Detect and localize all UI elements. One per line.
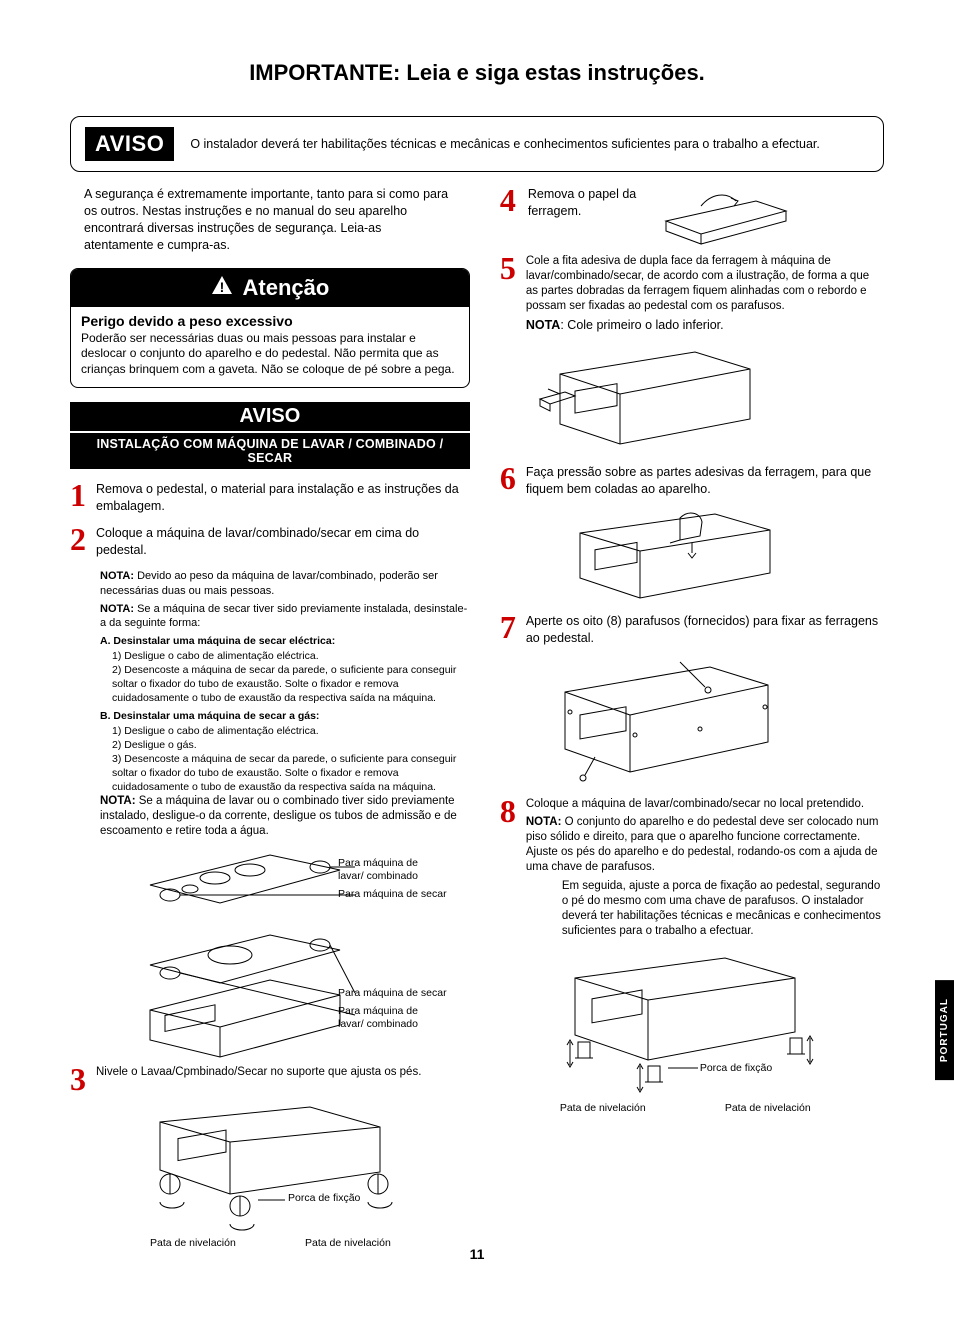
step-6: 6 Faça pressão sobre as partes adesivas …: [500, 464, 884, 500]
step-3-text: Nivele o Lavaa/Cpmbinado/Secar no suport…: [96, 1065, 470, 1080]
step-2-illustration: Para máquina de lavar/ combinado Para má…: [100, 845, 470, 1065]
step-2-sublist-b: B. Desinstalar uma máquina de secar a gá…: [100, 709, 470, 794]
step-number: 1: [70, 481, 90, 517]
step-number: 7: [500, 613, 520, 649]
step-number: 8: [500, 797, 520, 941]
install-bar-1: AVISO: [70, 402, 470, 431]
diagram-label: Porca de fixção: [700, 1062, 772, 1075]
diagram-label: Para máquina de lavar/ combinado: [338, 1005, 433, 1030]
diagram-label: Para máquina de secar: [338, 888, 447, 901]
sublist-item: 1) Desligue o cabo de alimentação eléctr…: [112, 724, 470, 738]
step-number: 4: [500, 186, 520, 215]
atencao-box: ! Atenção Perigo devido a peso excessivo…: [70, 268, 470, 389]
atencao-header: ! Atenção: [71, 269, 469, 307]
diagram-label: Para máquina de lavar/ combinado: [338, 857, 433, 882]
step-number: 6: [500, 464, 520, 500]
step-6-text: Faça pressão sobre as partes adesivas da…: [526, 464, 884, 497]
aviso-text: O instalador deverá ter habilitações téc…: [190, 136, 820, 153]
step-2: 2 Coloque a máquina de lavar/combinado/s…: [70, 525, 470, 561]
note-label: NOTA: [526, 318, 561, 332]
page-number: 11: [0, 1246, 954, 1262]
note-text: : Cole primeiro o lado inferior.: [560, 318, 723, 332]
step-number: 5: [500, 254, 520, 336]
step-2-notes: NOTA: Devido ao peso da máquina de lavar…: [100, 569, 470, 630]
sublist-item: 2) Desligue o gás.: [112, 738, 470, 752]
final-leveling-icon: [540, 950, 840, 1120]
step-7: 7 Aperte os oito (8) parafusos (fornecid…: [500, 613, 884, 649]
left-column: A segurança é extremamente importante, t…: [70, 186, 470, 1252]
sublist-head: B. Desinstalar uma máquina de secar a gá…: [100, 709, 470, 723]
step-7-illustration-icon: [540, 657, 780, 787]
atencao-label: Atenção: [243, 275, 330, 301]
step-8: 8 Coloque a máquina de lavar/combinado/s…: [500, 797, 884, 941]
step-6-illustration-icon: [560, 508, 780, 603]
install-header: AVISO INSTALAÇÃO COM MÁQUINA DE LAVAR / …: [70, 402, 470, 469]
aviso-tag: AVISO: [85, 127, 174, 161]
sublist-item: 2) Desencoste a máquina de secar da pare…: [112, 663, 470, 706]
warning-icon: !: [211, 275, 233, 301]
step-4-text: Remova o papel da ferragem.: [528, 186, 638, 219]
aviso-callout: AVISO O instalador deverá ter habilitaçõ…: [70, 116, 884, 172]
diagram-label: Pata de nivelación: [560, 1102, 646, 1115]
install-bar-2: INSTALAÇÃO COM MÁQUINA DE LAVAR / COMBIN…: [70, 431, 470, 469]
step-1: 1 Remova o pedestal, o material para ins…: [70, 481, 470, 517]
step-7-text: Aperte os oito (8) parafusos (fornecidos…: [526, 613, 884, 646]
note-label: NOTA:: [100, 603, 134, 615]
sublist-item: 3) Desencoste a máquina de secar da pare…: [112, 752, 470, 795]
note-text: Se a máquina de lavar ou o combinado tiv…: [100, 795, 457, 837]
step-3: 3 Nivele o Lavaa/Cpmbinado/Secar no supo…: [70, 1065, 470, 1094]
page-title: IMPORTANTE: Leia e siga estas instruções…: [70, 60, 884, 86]
step-5: 5 Cole a fita adesiva de dupla face da f…: [500, 254, 884, 336]
atencao-body-text: Poderão ser necessárias duas ou mais pes…: [81, 331, 459, 378]
step-number: 2: [70, 525, 90, 561]
step-2-sublist-a: A. Desinstalar uma máquina de secar eléc…: [100, 634, 470, 705]
step-2-note3: NOTA: Se a máquina de lavar ou o combina…: [100, 794, 470, 839]
step-8-illustration: Porca de fixção Pata de nivelación Pata …: [540, 950, 884, 1120]
language-tab: PORTUGAL: [935, 980, 954, 1080]
step-3-illustration: Porca de fixção Pata de nivelación Pata …: [130, 1102, 470, 1252]
step-8-text: Coloque a máquina de lavar/combinado/sec…: [526, 797, 884, 812]
note-label: NOTA:: [100, 795, 136, 807]
note-label: NOTA:: [100, 570, 134, 582]
sublist-head: A. Desinstalar uma máquina de secar eléc…: [100, 634, 470, 648]
diagram-label: Porca de fixção: [288, 1192, 360, 1205]
diagram-label: Pata de nivelación: [725, 1102, 811, 1115]
step-8-note2: Em seguida, ajuste a porca de fixação ao…: [562, 879, 884, 939]
svg-text:!: !: [219, 279, 224, 295]
note-label: NOTA:: [526, 816, 562, 828]
step-4: 4 Remova o papel da ferragem.: [500, 186, 884, 246]
sublist-item: 1) Desligue o cabo de alimentação eléctr…: [112, 649, 470, 663]
step-5-illustration-icon: [530, 344, 760, 454]
diagram-label: Para máquina de secar: [338, 987, 447, 1000]
bracket-paper-icon: [646, 186, 796, 246]
step-1-text: Remova o pedestal, o material para insta…: [96, 481, 470, 514]
atencao-subtitle: Perigo devido a peso excessivo: [81, 313, 459, 329]
step-5-text: Cole a fita adesiva de dupla face da fer…: [526, 254, 884, 314]
safety-intro: A segurança é extremamente importante, t…: [84, 186, 454, 254]
leveling-diagram-icon: [130, 1102, 430, 1252]
step-number: 3: [70, 1065, 90, 1094]
note-text: O conjunto do aparelho e do pedestal dev…: [526, 816, 879, 873]
note-text: Se a máquina de secar tiver sido previam…: [100, 603, 467, 629]
right-column: 4 Remova o papel da ferragem. 5 Cole a f…: [500, 186, 884, 1252]
step-2-text: Coloque a máquina de lavar/combinado/sec…: [96, 525, 470, 558]
note-text: Devido ao peso da máquina de lavar/combi…: [100, 570, 438, 596]
